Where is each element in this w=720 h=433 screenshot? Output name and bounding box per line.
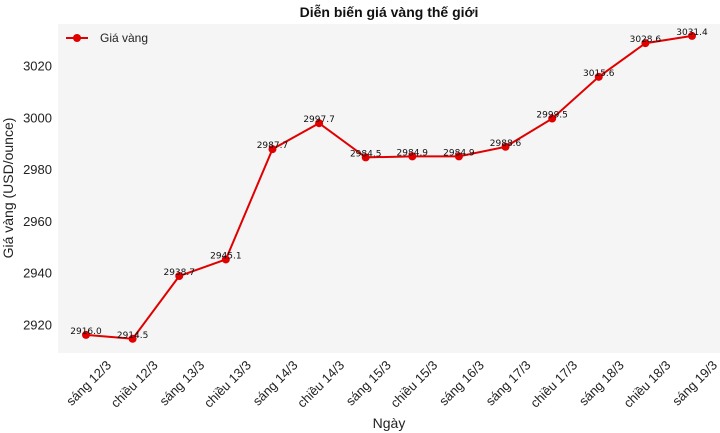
data-label: 3028.6: [630, 35, 662, 45]
data-point: [361, 153, 370, 162]
y-tick-label: 2980: [23, 162, 52, 177]
data-point: [454, 152, 463, 161]
data-label: 3031.4: [676, 28, 708, 38]
data-point: [128, 334, 137, 343]
data-label: 2984.9: [397, 148, 429, 158]
x-tick-label: sáng 15/3: [343, 358, 394, 409]
data-label: 2988.6: [490, 139, 522, 149]
legend-point-marker: [73, 34, 81, 42]
data-point: [688, 31, 696, 40]
x-tick-label: sáng 17/3: [483, 358, 534, 409]
data-point: [221, 255, 230, 264]
x-tick-label: sáng 12/3: [63, 358, 114, 409]
x-tick-label: chiều 18/3: [620, 358, 673, 411]
data-label: 2914.5: [117, 331, 149, 341]
x-tick-label: sáng 19/3: [669, 358, 720, 409]
x-tick-label: sáng 18/3: [576, 358, 627, 409]
y-tick-label: 2940: [23, 266, 52, 281]
x-tick-label: chiều 12/3: [108, 358, 161, 411]
data-label: 2984.9: [443, 148, 475, 158]
y-tick-label: 3020: [23, 58, 52, 73]
x-tick-label: chiều 14/3: [294, 358, 347, 411]
x-tick-label: chiều 17/3: [527, 358, 580, 411]
data-point: [408, 152, 417, 161]
chart-title: Diễn biến giá vàng thế giới: [300, 4, 479, 20]
data-point: [268, 145, 277, 154]
x-tick-label: sáng 14/3: [250, 358, 301, 409]
data-point: [548, 114, 557, 123]
y-axis-label: Giá vàng (USD/ounce): [0, 118, 16, 259]
x-axis-label: Ngày: [373, 415, 406, 431]
x-tick-label: sáng 13/3: [156, 358, 207, 409]
y-tick-label: 2960: [23, 214, 52, 229]
legend: Giá vàng: [66, 31, 148, 45]
data-label: 2938.7: [163, 268, 195, 278]
data-point: [501, 142, 510, 151]
data-label: 3015.6: [583, 69, 615, 79]
data-point: [594, 72, 603, 81]
y-tick-label: 3000: [23, 110, 52, 125]
x-tick-label: sáng 16/3: [436, 358, 487, 409]
legend-label: Giá vàng: [100, 31, 148, 45]
data-label: 2984.5: [350, 149, 382, 159]
data-point: [641, 39, 650, 48]
data-label: 2999.5: [536, 111, 568, 121]
x-tick-label: chiều 13/3: [201, 358, 254, 411]
data-label: 2987.7: [257, 141, 289, 151]
data-point: [315, 119, 324, 128]
plot-background: [58, 24, 720, 353]
data-label: 2945.1: [210, 251, 242, 261]
series-group: 2916.0 2914.5 2938.7 2945.1 2987.7 2997.7 2984…: [70, 28, 708, 343]
x-tick-label: chiều 15/3: [387, 358, 440, 411]
data-label: 2997.7: [303, 115, 335, 125]
y-tick-label: 2920: [23, 318, 52, 333]
data-point: [175, 272, 184, 281]
series-line: [85, 34, 693, 340]
y-axis: 2920 2940 2960 2980 3000 3020: [23, 58, 52, 332]
data-label: 2916.0: [70, 327, 102, 337]
data-point: [82, 330, 90, 339]
